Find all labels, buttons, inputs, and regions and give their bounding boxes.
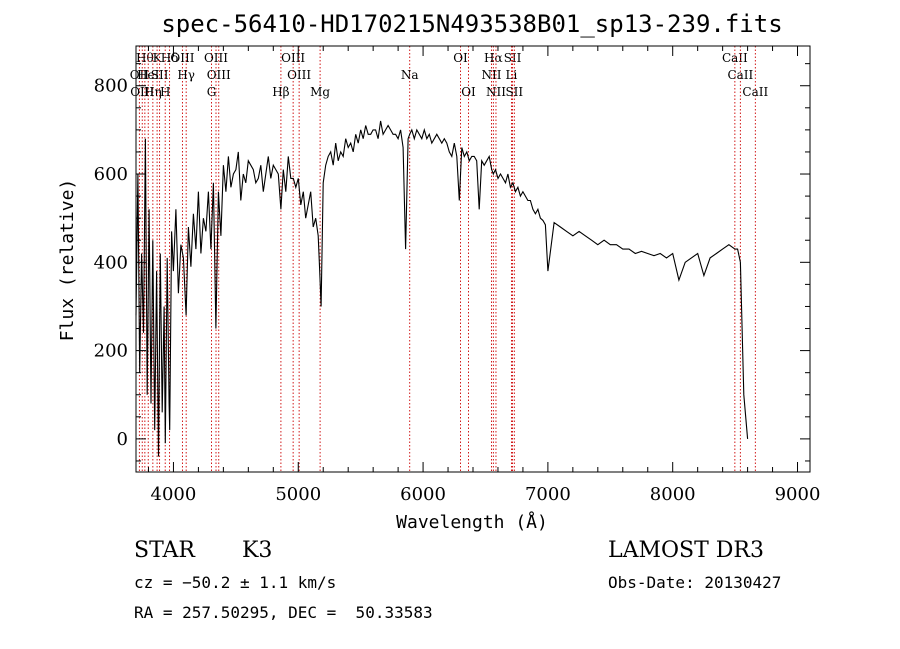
line-marker-label: OIII: [287, 68, 311, 82]
x-axis-label: Wavelength (Å): [396, 511, 548, 533]
line-marker-label: OI: [461, 85, 476, 99]
survey-name: LAMOST DR3: [608, 538, 764, 563]
chart-title-group: spec-56410-HD170215N493538B01_sp13-239.f…: [161, 10, 782, 38]
line-marker-label: CaII: [722, 51, 748, 65]
x-tick-label: 5000: [275, 484, 321, 505]
obs-date: Obs-Date: 20130427: [608, 573, 782, 592]
line-marker-label: OIII: [170, 51, 194, 65]
line-marker-label: G: [207, 85, 217, 99]
line-marker-label: OIII: [204, 51, 228, 65]
x-tick-label: 9000: [775, 484, 821, 505]
object-subclass: K3: [242, 538, 273, 563]
line-marker-label: CaII: [727, 68, 753, 82]
axis-ticks: 4000 5000 6000 7000 8000 9000 0 200 400 600 800: [94, 46, 821, 505]
line-marker-label: OIII: [207, 68, 231, 82]
y-tick-label: 200: [94, 341, 128, 362]
line-marker-label: SII: [151, 68, 169, 82]
line-marker-label: Li: [506, 68, 518, 82]
plot-frame: [135, 45, 811, 473]
line-marker-label: NII: [481, 68, 501, 82]
line-marker-label: Hθ: [136, 51, 154, 65]
redshift-info: cz = −50.2 ± 1.1 km/s: [134, 573, 337, 592]
x-tick-label: 7000: [525, 484, 571, 505]
x-tick-label: 8000: [650, 484, 696, 505]
line-marker-label: K: [153, 51, 163, 65]
line-marker-label: OIII: [281, 51, 305, 65]
chart-title: spec-56410-HD170215N493538B01_sp13-239.f…: [161, 10, 782, 38]
line-marker-label: NII: [486, 85, 506, 99]
line-marker-label: OI: [453, 51, 468, 65]
line-marker-label: SII: [505, 85, 523, 99]
x-tick-label: 6000: [400, 484, 446, 505]
y-tick-label: 600: [94, 164, 128, 185]
y-tick-label: 0: [117, 429, 128, 450]
spectrum-line: [135, 120, 749, 457]
line-marker-label: Na: [401, 68, 419, 82]
line-marker-label: Hα: [484, 51, 503, 65]
line-marker-label: SII: [504, 51, 522, 65]
line-marker-label: HeI: [137, 68, 160, 82]
line-marker-label: Hβ: [272, 85, 289, 99]
y-tick-label: 400: [94, 252, 128, 273]
object-class: STAR: [134, 538, 195, 563]
line-marker-label: Hγ: [177, 68, 195, 82]
x-tick-label: 4000: [151, 484, 197, 505]
line-markers: OIIOIIIHθHeIHηKSIIHHδOIIIHγGOIIIOIIIHβOI…: [130, 46, 768, 472]
line-marker-label: H: [160, 85, 170, 99]
line-marker-label: Mg: [310, 85, 330, 99]
y-axis-label: Flux (relative): [57, 179, 78, 342]
line-marker-label: Hδ: [161, 51, 179, 65]
spectrum-layer: [135, 120, 749, 457]
y-tick-label: 800: [94, 76, 128, 97]
line-marker-label: OII: [130, 68, 150, 82]
line-marker-label: CaII: [742, 85, 768, 99]
coordinates: RA = 257.50295, DEC = 50.33583: [134, 603, 433, 622]
